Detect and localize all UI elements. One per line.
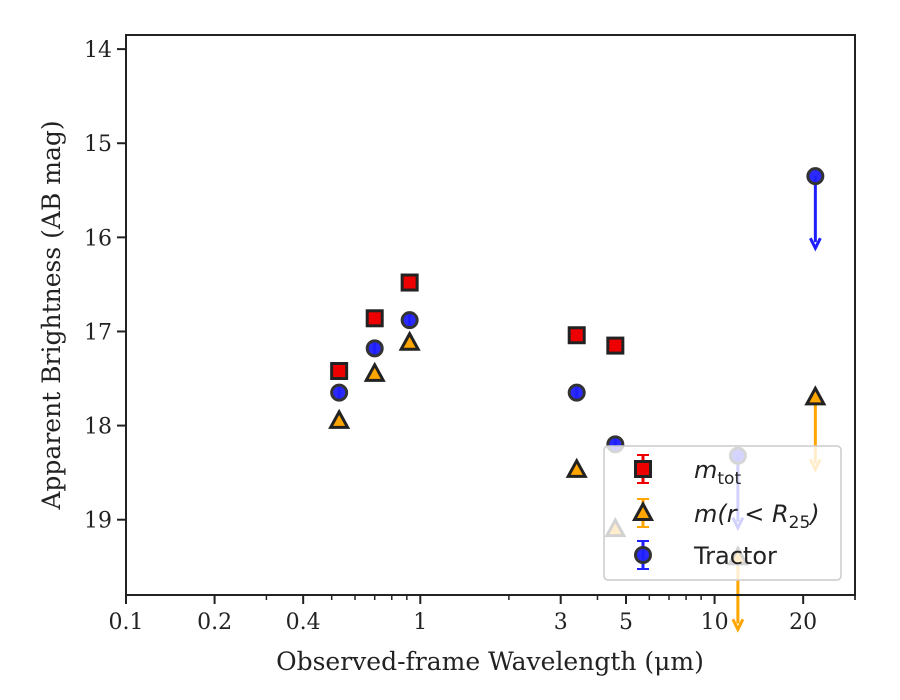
legend-marker bbox=[631, 500, 655, 521]
data-point bbox=[567, 326, 586, 345]
x-tick-label: 5 bbox=[619, 610, 633, 635]
legend-marker bbox=[634, 546, 652, 564]
data-point bbox=[398, 330, 421, 351]
data-point bbox=[567, 383, 586, 402]
legend-label: mtot bbox=[694, 456, 741, 489]
y-tick-label: 16 bbox=[84, 226, 112, 251]
y-axis-label: Apparent Brightness (AB mag) bbox=[37, 120, 66, 510]
data-point bbox=[565, 457, 588, 478]
data-point bbox=[804, 385, 827, 406]
x-tick-label: 1 bbox=[413, 610, 427, 635]
data-point bbox=[363, 361, 386, 382]
x-tick-label: 0.1 bbox=[109, 610, 144, 635]
data-point bbox=[400, 311, 419, 330]
upper-limit-arrowhead bbox=[809, 237, 822, 252]
data-point bbox=[365, 309, 384, 328]
y-tick-label: 19 bbox=[84, 509, 112, 534]
y-tick-label: 18 bbox=[84, 415, 112, 440]
legend-marker bbox=[634, 460, 652, 478]
legend-label: Tractor bbox=[693, 542, 777, 570]
data-point bbox=[328, 408, 351, 429]
data-point bbox=[400, 273, 419, 292]
y-tick-label: 14 bbox=[84, 38, 112, 63]
legend-box bbox=[603, 445, 842, 581]
data-point-upper-limit bbox=[809, 176, 822, 252]
plot-frame bbox=[125, 34, 856, 596]
x-tick-label: 0.2 bbox=[197, 610, 232, 635]
y-tick-label: 15 bbox=[84, 132, 112, 157]
x-axis-label: Observed-frame Wavelength (μm) bbox=[276, 647, 704, 676]
x-tick-label: 10 bbox=[701, 610, 729, 635]
legend-label: m(r < R25) bbox=[694, 500, 820, 533]
x-tick-label: 20 bbox=[789, 610, 817, 635]
x-tick-label: 0.4 bbox=[286, 610, 321, 635]
data-point bbox=[806, 167, 825, 186]
legend: mtot m(r < R25) Tractor bbox=[603, 445, 842, 581]
data-point bbox=[365, 339, 384, 358]
data-point bbox=[330, 383, 349, 402]
axis-ticks: 0.1 0.2 0.4 1 3 5 10 20 14 15 16 17 18 19 bbox=[84, 38, 856, 635]
data-point bbox=[606, 336, 625, 355]
x-tick-label: 3 bbox=[554, 610, 568, 635]
upper-limit-arrowhead bbox=[731, 618, 745, 633]
y-tick-label: 17 bbox=[84, 320, 112, 345]
data-point bbox=[330, 362, 349, 380]
